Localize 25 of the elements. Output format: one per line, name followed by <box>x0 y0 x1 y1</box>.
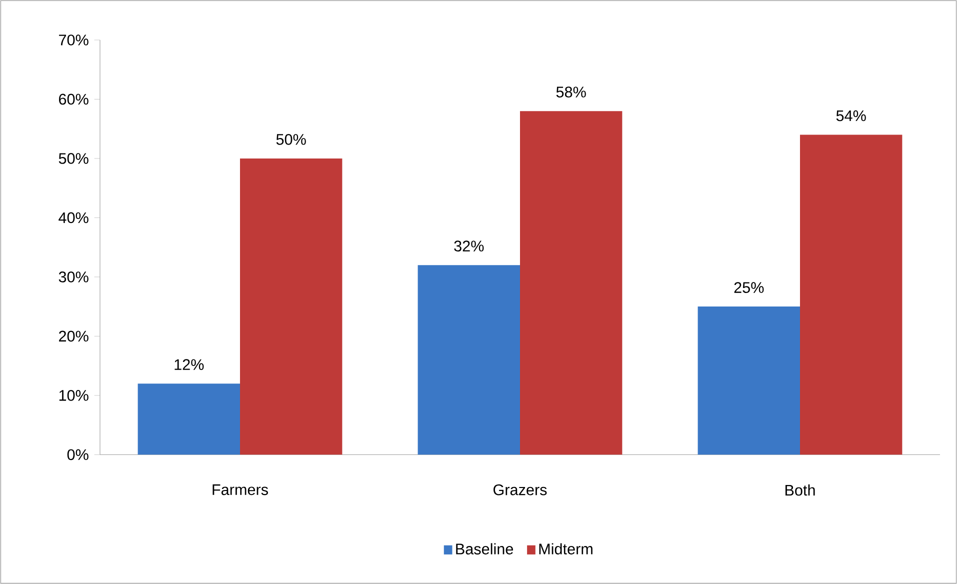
y-tick-label: 60% <box>59 94 88 105</box>
x-tick-label: Farmers <box>212 484 268 496</box>
bar <box>698 306 800 455</box>
bar <box>800 134 902 455</box>
bar <box>520 111 622 455</box>
data-label: 32% <box>454 240 484 252</box>
bar <box>418 265 520 455</box>
data-label: 50% <box>276 134 306 145</box>
data-label: 54% <box>836 110 866 122</box>
data-label: 58% <box>556 86 586 98</box>
y-tick-label: 50% <box>58 153 88 164</box>
y-tick-label: 20% <box>59 330 88 342</box>
y-tick-label: 30% <box>58 272 88 282</box>
x-tick-label: Grazers <box>494 484 547 496</box>
y-tick-label: 70% <box>59 34 88 46</box>
y-tick-label: 40% <box>58 212 88 224</box>
data-label: 25% <box>734 282 764 293</box>
bar <box>138 384 240 455</box>
y-tick-label: 10% <box>59 390 88 401</box>
legend-label: Baseline <box>456 543 514 554</box>
bar <box>240 158 342 455</box>
legend-label: Midterm <box>539 543 592 554</box>
data-label: 12% <box>174 359 204 370</box>
x-tick-label: Both <box>785 484 815 496</box>
y-tick-label: 0% <box>67 449 88 460</box>
